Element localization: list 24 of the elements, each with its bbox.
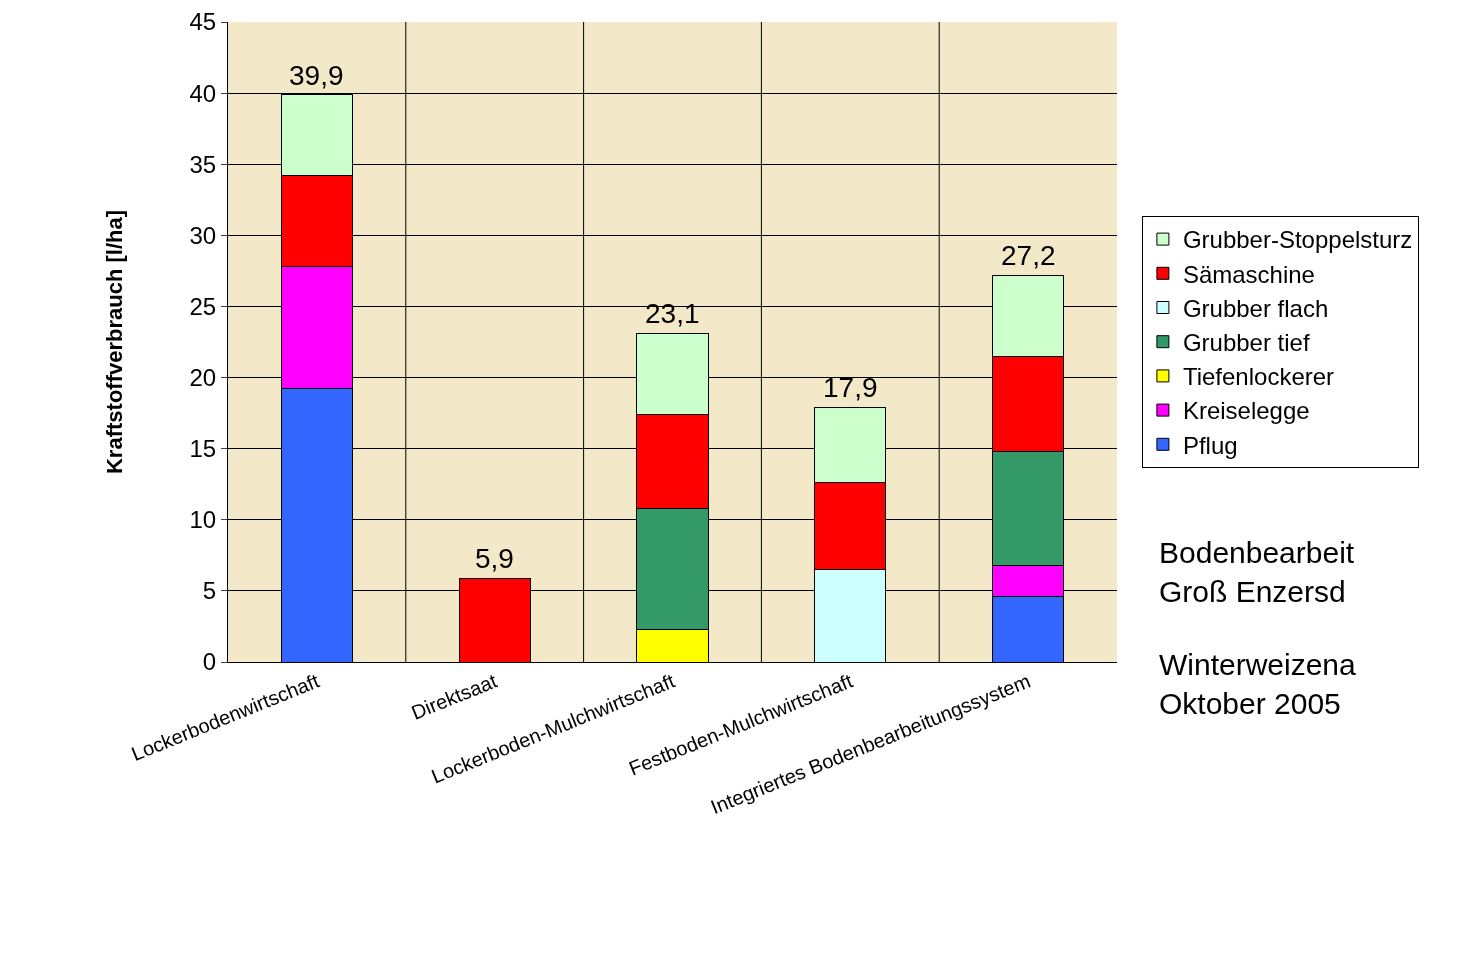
total-label: 5,9 — [475, 543, 514, 574]
text: Bodenbearbeit Groß Enzersd — [1159, 536, 1355, 608]
y-axis-title: Kraftstoffverbrauch [l/ha] — [102, 209, 128, 475]
total-label: 39,9 — [289, 60, 344, 91]
y-tick-label: 0 — [202, 648, 217, 676]
legend-label: Grubber-Stoppelsturz — [1182, 226, 1413, 254]
total-label: 17,9 — [823, 372, 878, 403]
legend-label: Sämaschine — [1182, 260, 1315, 288]
y-tick-label: 35 — [189, 150, 217, 178]
y-tick-label: 5 — [202, 577, 217, 605]
y-tick-label: 40 — [189, 79, 217, 107]
legend-label: Grubber flach — [1182, 294, 1329, 322]
y-tick-label: 45 — [189, 8, 217, 36]
y-tick-label: 30 — [189, 221, 217, 249]
y-tick-label: 25 — [189, 292, 217, 320]
legend-label: Grubber tief — [1182, 329, 1310, 357]
total-label: 27,2 — [1001, 240, 1056, 271]
y-tick-label: 10 — [189, 506, 217, 534]
legend-label: Tiefenlockerer — [1182, 363, 1335, 391]
legend-label: Pflug — [1182, 431, 1238, 459]
y-tick-label: 15 — [189, 435, 217, 463]
y-tick-label: 20 — [189, 363, 217, 391]
text: Winterweizena Oktober 2005 — [1159, 648, 1357, 720]
legend-label: Kreiselegge — [1182, 397, 1310, 425]
